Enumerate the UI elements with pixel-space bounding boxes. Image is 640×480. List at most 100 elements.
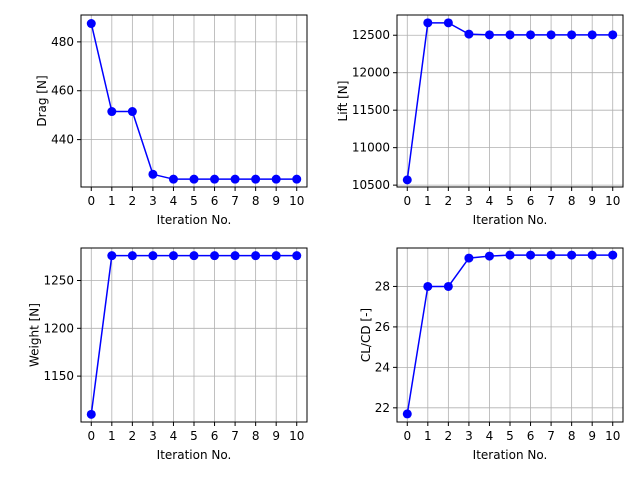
- y-axis-label: Lift [N]: [336, 81, 350, 122]
- x-tick-label: 3: [149, 194, 157, 208]
- x-tick-label: 4: [170, 194, 178, 208]
- y-tick-label: 480: [51, 35, 74, 49]
- data-point: [464, 29, 474, 39]
- y-tick-label: 1150: [43, 369, 74, 383]
- data-point: [292, 251, 302, 261]
- x-tick-label: 1: [424, 194, 432, 208]
- y-tick-label: 11000: [352, 141, 390, 155]
- x-tick-label: 10: [289, 429, 304, 443]
- data-point: [423, 18, 433, 28]
- data-point: [526, 30, 536, 40]
- x-tick-label: 8: [568, 429, 576, 443]
- y-tick-label: 440: [51, 133, 74, 147]
- x-tick-label: 0: [403, 429, 411, 443]
- data-point: [168, 251, 178, 261]
- x-tick-label: 8: [568, 194, 576, 208]
- data-point: [587, 30, 597, 40]
- x-tick-label: 9: [272, 429, 280, 443]
- data-point: [189, 251, 199, 261]
- x-tick-label: 1: [108, 429, 116, 443]
- y-tick-label: 24: [375, 360, 390, 374]
- data-point: [107, 107, 117, 117]
- x-tick-label: 9: [272, 194, 280, 208]
- subplot-weight: 0 1 2 3 4 5 6 7 8 9 10 1150 1200 1250 Iteration No. Wei…: [28, 247, 308, 462]
- x-tick-label: 9: [588, 429, 596, 443]
- data-point: [86, 409, 96, 419]
- x-tick-label: 4: [170, 429, 178, 443]
- y-tick-label: 26: [375, 320, 390, 334]
- data-point: [86, 19, 96, 29]
- data-point: [402, 409, 412, 419]
- x-tick-label: 5: [190, 429, 198, 443]
- data-point: [210, 174, 220, 184]
- data-point: [567, 30, 577, 40]
- data-point: [251, 251, 261, 261]
- x-axis-label: Iteration No.: [157, 448, 232, 462]
- x-tick-label: 9: [588, 194, 596, 208]
- data-point: [271, 174, 281, 184]
- y-tick-label: 1200: [43, 321, 74, 335]
- data-point: [443, 18, 453, 28]
- y-tick-label: 12000: [352, 66, 390, 80]
- x-tick-label: 6: [527, 429, 535, 443]
- x-tick-label: 5: [506, 194, 514, 208]
- x-tick-label: 4: [486, 429, 494, 443]
- x-tick-label: 10: [289, 194, 304, 208]
- x-tick-label: 10: [605, 194, 620, 208]
- data-point: [526, 250, 536, 260]
- y-axis-label: Weight [N]: [28, 303, 42, 367]
- x-tick-label: 8: [252, 429, 260, 443]
- data-point: [423, 281, 433, 291]
- x-tick-label: 6: [211, 429, 219, 443]
- y-tick-label: 22: [375, 401, 390, 415]
- x-axis-label: Iteration No.: [473, 448, 548, 462]
- y-tick-label: 10500: [352, 178, 390, 192]
- data-point: [107, 251, 117, 261]
- x-tick-label: 1: [424, 429, 432, 443]
- data-point: [189, 174, 199, 184]
- y-axis-label: Drag [N]: [35, 75, 49, 126]
- data-point: [484, 251, 494, 261]
- data-point: [443, 281, 453, 291]
- data-point: [546, 250, 556, 260]
- x-tick-label: 5: [190, 194, 198, 208]
- data-point: [608, 250, 618, 260]
- x-tick-label: 2: [445, 194, 453, 208]
- y-axis-label: CL/CD [-]: [359, 308, 373, 362]
- x-tick-label: 2: [129, 429, 137, 443]
- x-axis-label: Iteration No.: [473, 213, 548, 227]
- data-point: [148, 169, 158, 179]
- x-tick-label: 0: [87, 194, 95, 208]
- subplot-clcd: 0 1 2 3 4 5 6 7 8 9 10 22 24 26 28 Iteration No. CL/CD […: [359, 247, 624, 462]
- data-point: [546, 30, 556, 40]
- data-point: [587, 250, 597, 260]
- y-tick-label: 12500: [352, 28, 390, 42]
- x-tick-label: 7: [547, 429, 555, 443]
- x-tick-label: 7: [547, 194, 555, 208]
- data-point: [230, 174, 240, 184]
- data-point: [127, 251, 137, 261]
- data-point: [292, 174, 302, 184]
- x-axis-label: Iteration No.: [157, 213, 232, 227]
- x-tick-label: 2: [129, 194, 137, 208]
- y-tick-label: 28: [375, 279, 390, 293]
- x-tick-label: 6: [527, 194, 535, 208]
- subplot-lift: 0 1 2 3 4 5 6 7 8 9 10 10500 11000 11500 12000 12500 Ite…: [336, 14, 624, 227]
- data-point: [608, 30, 618, 40]
- data-point: [271, 251, 281, 261]
- y-tick-label: 11500: [352, 103, 390, 117]
- x-tick-label: 3: [149, 429, 157, 443]
- y-tick-label: 1250: [43, 274, 74, 288]
- x-tick-label: 0: [87, 429, 95, 443]
- data-point: [210, 251, 220, 261]
- x-tick-label: 7: [231, 429, 239, 443]
- data-point: [230, 251, 240, 261]
- data-point: [402, 175, 412, 185]
- subplot-drag: 0 1 2 3 4 5 6 7 8 9 10 440 460 480 Iteration No. Drag […: [35, 14, 308, 227]
- data-point: [168, 174, 178, 184]
- x-tick-label: 3: [465, 429, 473, 443]
- x-tick-label: 8: [252, 194, 260, 208]
- x-tick-label: 4: [486, 194, 494, 208]
- data-point: [484, 30, 494, 40]
- data-point: [505, 30, 515, 40]
